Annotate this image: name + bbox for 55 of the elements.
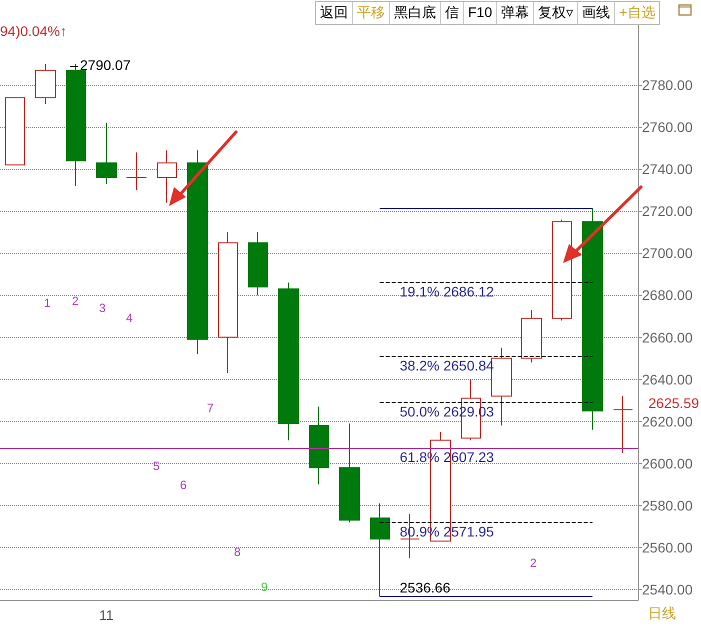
annotation: 5 xyxy=(153,459,160,473)
candlestick xyxy=(5,97,25,166)
y-tick-label: 2720.00 xyxy=(642,203,693,220)
text: 平移 xyxy=(352,2,389,24)
text: F10 xyxy=(463,2,496,24)
text: 画线 xyxy=(577,2,614,24)
text: +自选 xyxy=(614,2,660,24)
candlestick xyxy=(218,232,238,374)
candlestick xyxy=(96,122,117,184)
ref-line-label: 19.1% 2686.12 xyxy=(400,283,494,300)
annotation: 2 xyxy=(530,556,537,570)
y-tick-label: 2700.00 xyxy=(642,245,693,262)
y-tick-label: 2740.00 xyxy=(642,161,693,178)
x-tick-label: 11 xyxy=(99,607,114,623)
y-tick-label: 2760.00 xyxy=(642,119,693,136)
candlestick xyxy=(613,396,633,454)
annotation: 8 xyxy=(234,545,241,559)
candlestick xyxy=(187,150,208,355)
ref-line-label: 2536.66 xyxy=(400,580,451,596)
y-tick-label: 2620.00 xyxy=(642,413,693,430)
annotation: 3 xyxy=(99,301,106,315)
text: 弹幕 xyxy=(496,2,534,24)
annotation: 2790.07 xyxy=(79,57,131,73)
y-tick-label: 2780.00 xyxy=(642,77,693,94)
candlestick xyxy=(278,282,299,441)
annotation: 7 xyxy=(207,401,214,415)
candlestick xyxy=(582,208,603,430)
candlestick xyxy=(248,232,268,296)
annotation: 94)0.04%↑ xyxy=(0,23,67,39)
y-tick-label: 2580.00 xyxy=(642,497,693,514)
text: 黑白底 xyxy=(389,2,440,24)
annotation: 4 xyxy=(126,311,133,325)
candlestick xyxy=(370,502,390,598)
text: 日线 xyxy=(648,605,676,621)
annotation: 9 xyxy=(261,580,268,594)
y-tick-label: 2600.00 xyxy=(642,455,693,472)
annotation: 6 xyxy=(180,478,187,492)
y-tick-label: 2540.00 xyxy=(642,581,693,598)
text: 返回 xyxy=(319,3,349,22)
text: 2625.59 xyxy=(648,395,699,411)
text: 复权▿ xyxy=(533,2,578,24)
y-tick-label: 2560.00 xyxy=(642,539,693,556)
y-tick-label: 2640.00 xyxy=(642,371,693,388)
candlestick xyxy=(309,406,329,485)
annotation: 2 xyxy=(72,294,79,308)
candlestick xyxy=(521,309,542,363)
text: 信 xyxy=(440,2,463,24)
candlestick xyxy=(552,219,572,321)
y-tick-label: 2660.00 xyxy=(642,329,693,346)
candlestick xyxy=(157,150,177,204)
candlestick xyxy=(35,64,56,104)
y-tick-label: 2680.00 xyxy=(642,287,693,304)
candlestick xyxy=(339,422,360,523)
candlestick xyxy=(126,152,147,191)
annotation: 1 xyxy=(44,296,51,310)
